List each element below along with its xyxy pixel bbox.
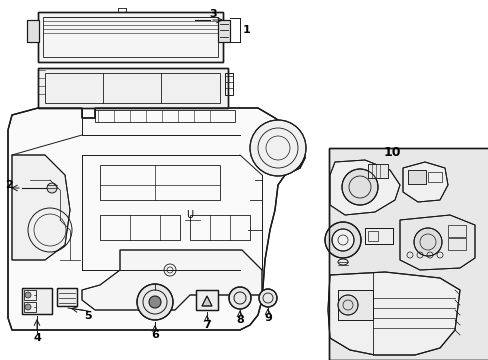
Text: 5: 5 xyxy=(84,311,92,321)
Bar xyxy=(196,290,218,310)
Circle shape xyxy=(249,120,305,176)
Text: 3: 3 xyxy=(209,9,216,19)
Text: 4: 4 xyxy=(33,333,41,343)
Bar xyxy=(447,225,465,237)
Bar xyxy=(24,290,36,300)
Circle shape xyxy=(137,284,173,320)
Bar xyxy=(43,17,218,57)
Polygon shape xyxy=(202,296,212,306)
Bar xyxy=(367,164,387,178)
Polygon shape xyxy=(402,162,447,202)
Bar xyxy=(407,170,425,184)
Bar xyxy=(367,231,377,241)
Bar xyxy=(100,215,180,240)
Bar xyxy=(196,290,218,310)
Circle shape xyxy=(149,296,161,308)
Circle shape xyxy=(413,228,441,256)
Text: 9: 9 xyxy=(264,313,271,323)
Bar xyxy=(224,73,232,95)
Text: 7: 7 xyxy=(203,320,210,330)
Bar xyxy=(218,20,229,42)
Circle shape xyxy=(325,222,360,258)
Text: 2: 2 xyxy=(5,180,13,190)
Circle shape xyxy=(228,287,250,309)
Circle shape xyxy=(259,289,276,307)
Bar xyxy=(38,12,223,62)
Text: 1: 1 xyxy=(243,25,250,35)
Bar xyxy=(95,110,235,122)
Bar xyxy=(364,228,392,244)
Bar xyxy=(27,20,39,42)
Bar xyxy=(337,290,372,320)
Bar xyxy=(27,20,39,42)
Bar xyxy=(364,228,392,244)
Polygon shape xyxy=(327,272,459,355)
Circle shape xyxy=(25,304,31,310)
Circle shape xyxy=(337,295,357,315)
Bar xyxy=(427,172,441,182)
Circle shape xyxy=(341,169,377,205)
Polygon shape xyxy=(329,160,399,215)
Bar xyxy=(100,165,220,200)
Bar xyxy=(337,290,372,320)
Text: 8: 8 xyxy=(236,315,244,325)
Bar xyxy=(367,164,387,178)
Polygon shape xyxy=(8,108,305,330)
Circle shape xyxy=(47,183,57,193)
Circle shape xyxy=(25,292,31,298)
Bar xyxy=(57,288,77,306)
Circle shape xyxy=(331,229,353,251)
Bar xyxy=(328,148,488,360)
Polygon shape xyxy=(399,215,474,270)
Bar xyxy=(22,288,52,314)
Text: U: U xyxy=(186,210,193,220)
Bar xyxy=(407,170,425,184)
Polygon shape xyxy=(12,155,70,260)
Bar xyxy=(190,215,249,240)
Bar xyxy=(45,73,220,103)
Bar xyxy=(57,288,77,306)
Text: 10: 10 xyxy=(383,145,400,158)
Bar xyxy=(328,148,488,360)
Bar xyxy=(447,238,465,250)
Bar xyxy=(38,68,227,108)
Text: 6: 6 xyxy=(151,330,159,340)
Bar xyxy=(38,12,223,62)
Polygon shape xyxy=(82,250,262,310)
Bar xyxy=(38,68,227,108)
Bar xyxy=(218,20,229,42)
Bar xyxy=(22,288,52,314)
Bar xyxy=(24,302,36,312)
